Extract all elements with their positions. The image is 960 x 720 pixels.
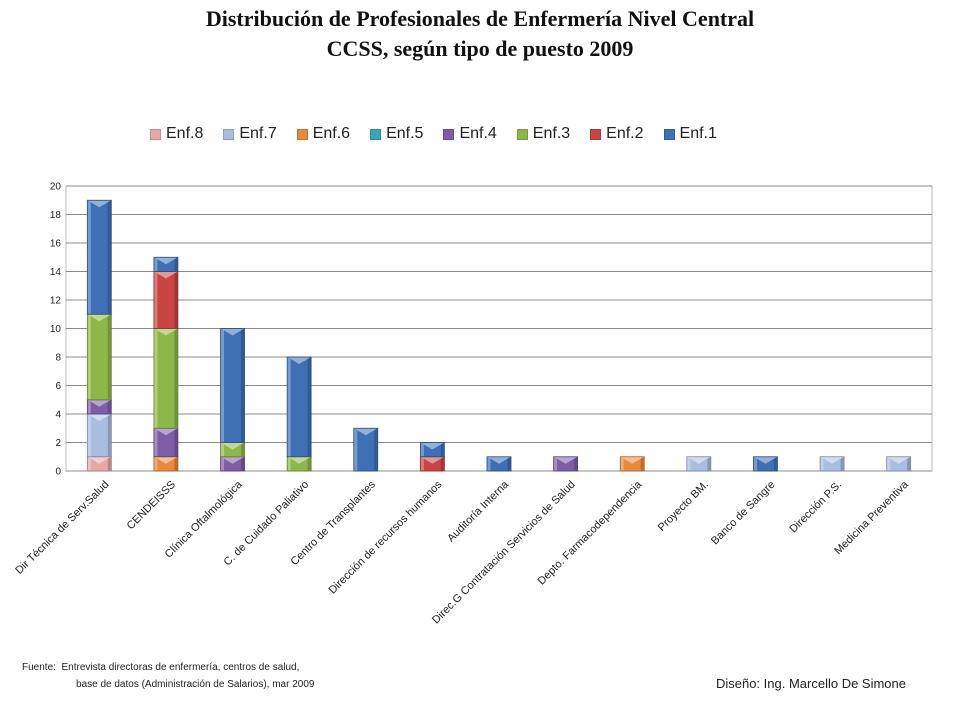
bar-segment [86, 413, 112, 458]
x-tick-label: Proyecto BM. [656, 479, 711, 534]
y-tick-label: 0 [55, 467, 61, 478]
y-tick-label: 6 [55, 381, 61, 392]
legend-label: Enf.5 [386, 125, 424, 142]
y-tick-label: 10 [50, 324, 62, 335]
legend-item: Enf.8 [150, 125, 203, 143]
legend-swatch [590, 128, 602, 140]
bar-segment [419, 456, 445, 472]
y-tick-label: 16 [50, 239, 62, 250]
x-tick-label: Banco de Sangre [709, 479, 778, 548]
bar-segment [619, 456, 645, 472]
legend-label: Enf.6 [312, 125, 351, 142]
source-line2: base de datos (Administración de Salario… [76, 679, 315, 690]
x-tick-label: Dirección P.S. [787, 479, 844, 536]
bar-segment [220, 456, 245, 472]
bar-segment [286, 456, 312, 472]
legend-item: Enf.3 [516, 125, 571, 143]
legend-label: Enf.4 [459, 125, 497, 142]
x-tick-label: Depto. Farmacodependencia [536, 478, 645, 587]
y-tick-label: 18 [50, 210, 62, 221]
source-note: Fuente: Entrevista directoras de enferme… [22, 659, 314, 693]
y-tick-label: 14 [50, 267, 62, 278]
bar-segment [819, 456, 845, 472]
bar-segment [686, 456, 712, 472]
legend-swatch [223, 128, 235, 140]
legend-swatch [443, 128, 455, 140]
bar-segment [153, 271, 179, 329]
legend-swatch [516, 128, 528, 140]
legend-item: Enf.2 [590, 125, 644, 143]
x-tick-label: Dirección de recursos humanos [327, 478, 445, 596]
bar-segment [553, 456, 579, 472]
legend-swatch [370, 128, 382, 140]
bar-segment [153, 456, 179, 472]
legend-item: Enf.5 [370, 125, 423, 143]
bar-segment [153, 328, 179, 429]
bar-segment [153, 427, 179, 458]
source-label: Fuente: [22, 662, 56, 673]
bar-segment [86, 313, 112, 401]
y-tick-label: 20 [50, 182, 62, 193]
chart-legend: Enf.8 Enf.7 Enf.6 Enf.5 Enf.4 Enf.3 Enf.2 Enf.1 [150, 122, 870, 146]
y-tick-label: 4 [55, 410, 61, 421]
legend-item: Enf.4 [443, 125, 497, 143]
x-tick-label: Dir Técnica de Serv.Salud [13, 479, 111, 577]
legend-label: Enf.2 [606, 125, 644, 142]
y-tick-label: 12 [50, 296, 62, 307]
bar-segment [286, 356, 312, 458]
legend-item: Enf.7 [223, 125, 277, 143]
bar-segment [419, 442, 445, 458]
x-tick-label: Direc.G Contratación Servicios de Salud [430, 479, 578, 627]
legend-item: Enf.6 [296, 125, 351, 143]
bar-segment [353, 427, 379, 472]
bar-segment [753, 456, 778, 472]
chart-title-line1: Distribución de Profesionales de Enferme… [205, 6, 755, 31]
x-tick-label: Auditoría Interna [445, 478, 512, 545]
bar-segment [86, 456, 112, 472]
x-tick-label: Medicina Preventiva [832, 478, 911, 557]
legend-label: Enf.8 [166, 125, 204, 142]
legend-label: Enf.1 [679, 125, 717, 142]
y-tick-label: 8 [55, 353, 61, 364]
y-tick-label: 2 [55, 438, 61, 449]
design-credit: Diseño: Ing. Marcello De Simone [715, 676, 906, 691]
legend-swatch [663, 128, 675, 140]
bar-segment [86, 399, 112, 415]
bar-segment [220, 442, 245, 458]
bar-segment [486, 456, 512, 472]
bar-segment [220, 328, 245, 443]
legend-swatch [150, 128, 161, 140]
bar-segment [86, 199, 112, 315]
chart-title-line2: CCSS, según tipo de puesto 2009 [326, 36, 634, 61]
source-line1: Entrevista directoras de enfermería, cen… [61, 662, 300, 673]
bar-segment [153, 256, 179, 272]
bar-segment [886, 456, 912, 472]
legend-swatch [296, 128, 308, 140]
x-tick-label: CENDEISSS [125, 479, 178, 532]
legend-label: Enf.3 [532, 125, 571, 142]
legend-label: Enf.7 [239, 125, 277, 142]
legend-item: Enf.1 [663, 125, 717, 143]
